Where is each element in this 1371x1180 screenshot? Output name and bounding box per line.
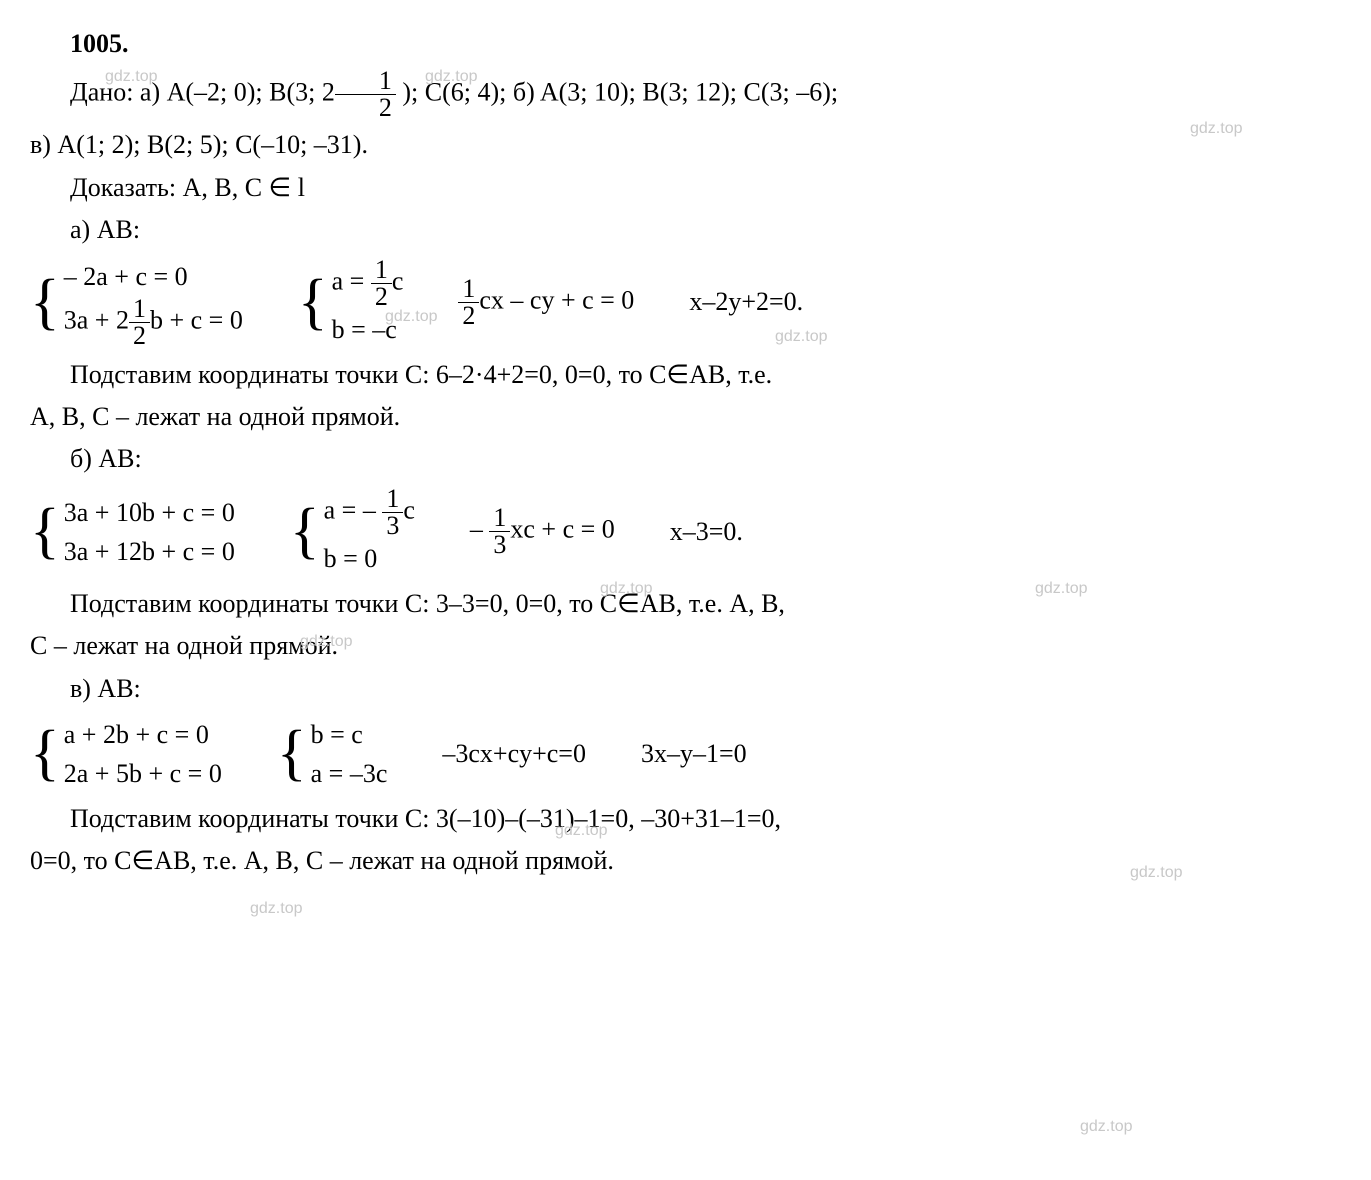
text: c bbox=[403, 495, 415, 524]
frac-num: 1 bbox=[458, 276, 479, 303]
given-a-pre: а) A(–2; 0); B(3; 2 bbox=[140, 78, 335, 107]
equation-3b: – 13xc + c = 0 bbox=[470, 505, 615, 558]
part-v-label: в) AB: bbox=[30, 671, 1341, 707]
given-line-1: Дано: а) A(–2; 0); B(3; 212 ); C(6; 4); … bbox=[30, 68, 1341, 121]
part-v-conclusion-1: Подставим координаты точки C: 3(–10)–(–3… bbox=[30, 801, 1341, 837]
part-a-conclusion-1: Подставим координаты точки C: 6–2·4+2=0,… bbox=[30, 357, 1341, 393]
part-a-conclusion-2: A, B, C – лежат на одной прямой. bbox=[30, 399, 1341, 435]
sys-row: b = –c bbox=[332, 310, 404, 349]
equation-3v: –3cx+cy+c=0 bbox=[442, 736, 586, 772]
system-1b: { 3a + 10b + c = 0 3a + 12b + c = 0 bbox=[30, 493, 235, 571]
fraction: 13 bbox=[489, 505, 510, 558]
sys-row: 2a + 5b + c = 0 bbox=[64, 754, 222, 793]
sys-row: 3a + 212b + c = 0 bbox=[64, 296, 243, 349]
frac-num: 1 bbox=[382, 486, 403, 513]
given-label: Дано: bbox=[70, 78, 133, 107]
text: a = bbox=[332, 266, 371, 295]
sys-row: b = c bbox=[311, 715, 388, 754]
brace-icon: { bbox=[277, 726, 307, 782]
sys-row: a = 12c bbox=[332, 257, 404, 310]
frac-den: 2 bbox=[371, 284, 392, 310]
sys-row: – 2a + c = 0 bbox=[64, 257, 243, 296]
watermark: gdz.top bbox=[250, 898, 302, 920]
equation-4v: 3x–y–1=0 bbox=[641, 736, 747, 772]
page-root: gdz.top gdz.top gdz.top gdz.top gdz.top … bbox=[30, 26, 1341, 880]
frac-num: 1 bbox=[129, 296, 150, 323]
text: c bbox=[392, 266, 404, 295]
part-v-conclusion-2: 0=0, то C∈AB, т.е. A, B, C – лежат на од… bbox=[30, 843, 1341, 879]
equation-3a: 12cx – cy + c = 0 bbox=[458, 276, 634, 329]
frac-den: 3 bbox=[489, 532, 510, 558]
fraction: 12 bbox=[129, 296, 150, 349]
system-1a: { – 2a + c = 0 3a + 212b + c = 0 bbox=[30, 257, 243, 349]
brace-icon: { bbox=[290, 504, 320, 560]
equation-4a: x–2y+2=0. bbox=[689, 284, 803, 320]
fraction: 12 bbox=[335, 68, 396, 121]
frac-den: 2 bbox=[458, 303, 479, 329]
given-line-2: в) A(1; 2); B(2; 5); C(–10; –31). bbox=[30, 127, 1341, 163]
system-2v: { b = c a = –3c bbox=[277, 715, 388, 793]
part-b-equations: { 3a + 10b + c = 0 3a + 12b + c = 0 { a … bbox=[30, 486, 1341, 578]
system-1v: { a + 2b + c = 0 2a + 5b + c = 0 bbox=[30, 715, 222, 793]
text: – bbox=[470, 515, 490, 544]
frac-den: 3 bbox=[382, 513, 403, 539]
part-v-equations: { a + 2b + c = 0 2a + 5b + c = 0 { b = c… bbox=[30, 715, 1341, 793]
frac-den: 2 bbox=[335, 95, 396, 121]
text: b + c = 0 bbox=[150, 305, 243, 334]
frac-num: 1 bbox=[335, 68, 396, 95]
text: cx – cy + c = 0 bbox=[479, 286, 634, 315]
brace-icon: { bbox=[30, 504, 60, 560]
part-b-label: б) AB: bbox=[30, 441, 1341, 477]
sys-row: 3a + 10b + c = 0 bbox=[64, 493, 235, 532]
brace-icon: { bbox=[298, 275, 328, 331]
text: 3a + 2 bbox=[64, 305, 129, 334]
part-b-conclusion-2: C – лежат на одной прямой. bbox=[30, 628, 1341, 664]
sys-row: a + 2b + c = 0 bbox=[64, 715, 222, 754]
frac-den: 2 bbox=[129, 323, 150, 349]
text: a = – bbox=[324, 495, 383, 524]
system-2b: { a = – 13c b = 0 bbox=[290, 486, 415, 578]
system-2a: { a = 12c b = –c bbox=[298, 257, 404, 349]
sys-row: 3a + 12b + c = 0 bbox=[64, 532, 235, 571]
sys-row: b = 0 bbox=[324, 539, 415, 578]
problem-number: 1005. bbox=[30, 26, 1341, 62]
fraction: 12 bbox=[458, 276, 479, 329]
fraction: 12 bbox=[371, 257, 392, 310]
text: xc + c = 0 bbox=[510, 515, 614, 544]
fraction: 13 bbox=[382, 486, 403, 539]
part-b-conclusion-1: Подставим координаты точки C: 3–3=0, 0=0… bbox=[30, 586, 1341, 622]
brace-icon: { bbox=[30, 726, 60, 782]
given-a-tail: ); C(6; 4); б) A(3; 10); B(3; 12); C(3; … bbox=[396, 78, 838, 107]
sys-row: a = – 13c bbox=[324, 486, 415, 539]
frac-num: 1 bbox=[371, 257, 392, 284]
brace-icon: { bbox=[30, 275, 60, 331]
prove-line: Доказать: A, B, C ∈ l bbox=[30, 170, 1341, 206]
part-a-equations: { – 2a + c = 0 3a + 212b + c = 0 { a = 1… bbox=[30, 257, 1341, 349]
sys-row: a = –3c bbox=[311, 754, 388, 793]
equation-4b: x–3=0. bbox=[670, 514, 743, 550]
frac-num: 1 bbox=[489, 505, 510, 532]
part-a-label: а) AB: bbox=[30, 212, 1341, 248]
watermark: gdz.top bbox=[1080, 1116, 1132, 1138]
